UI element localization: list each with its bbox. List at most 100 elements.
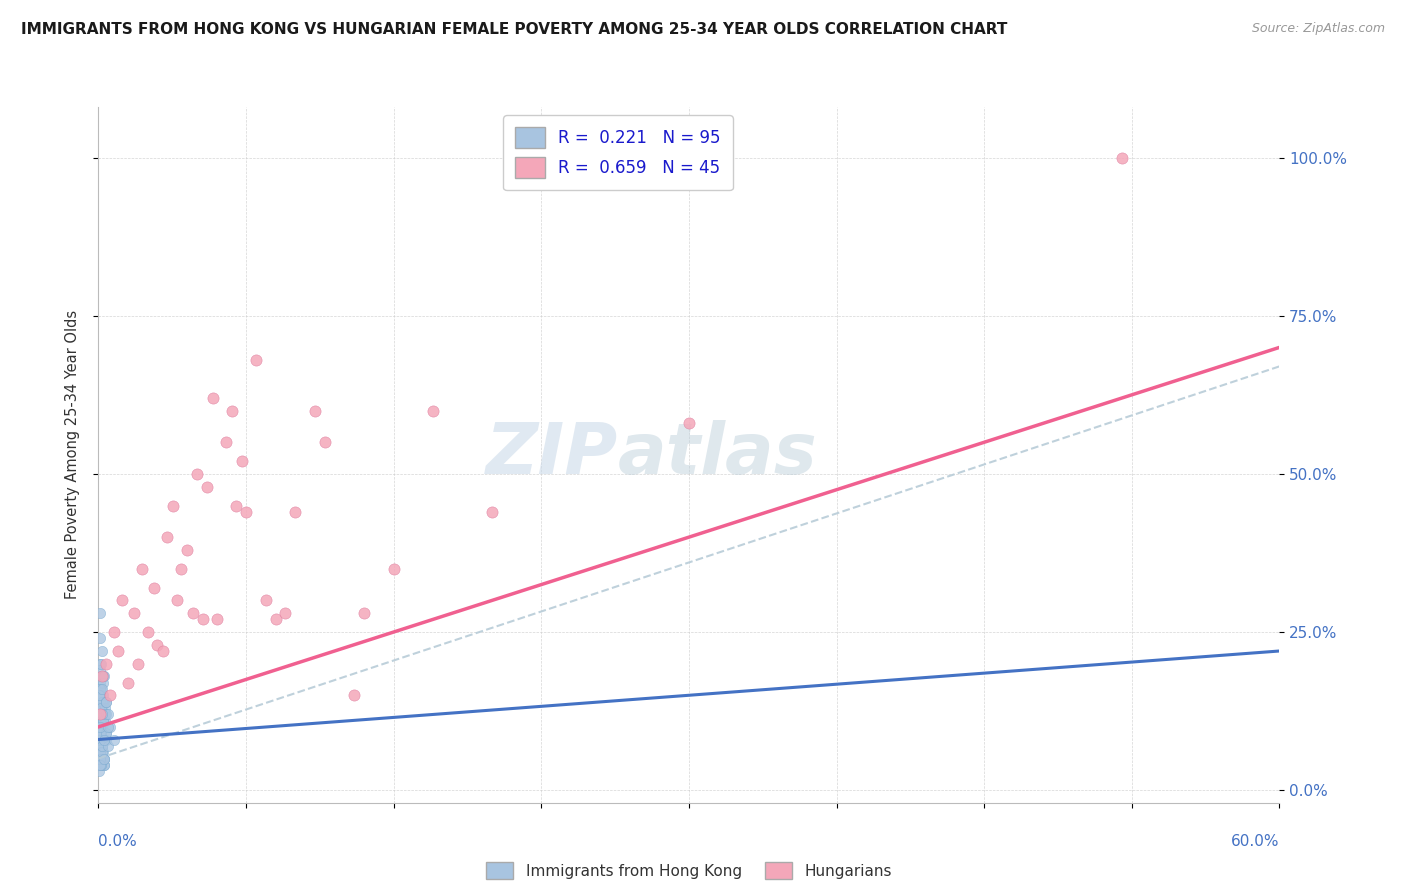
Point: [91, 675, 114, 690]
Point: [245, 353, 267, 368]
Point: [422, 403, 444, 417]
Point: [89, 720, 111, 734]
Point: [89, 732, 111, 747]
Point: [90, 757, 112, 772]
Point: [117, 675, 139, 690]
Point: [98, 688, 121, 702]
Point: [131, 562, 153, 576]
Point: [264, 612, 287, 626]
Point: [90, 695, 112, 709]
Point: [89, 732, 111, 747]
Point: [89, 688, 111, 702]
Point: [142, 581, 165, 595]
Point: [90, 701, 112, 715]
Point: [152, 644, 174, 658]
Point: [90, 757, 112, 772]
Point: [166, 593, 188, 607]
Point: [98, 720, 121, 734]
Point: [122, 606, 145, 620]
Point: [91, 688, 114, 702]
Point: [94, 707, 117, 722]
Point: [93, 688, 115, 702]
Point: [314, 435, 336, 450]
Point: [89, 757, 111, 772]
Point: [89, 606, 111, 620]
Point: [93, 714, 115, 728]
Point: [89, 688, 111, 702]
Point: [127, 657, 149, 671]
Point: [91, 739, 114, 753]
Point: [225, 499, 247, 513]
Point: [91, 695, 114, 709]
Point: [89, 745, 111, 759]
Point: [89, 675, 111, 690]
Point: [195, 479, 218, 493]
Text: Source: ZipAtlas.com: Source: ZipAtlas.com: [1251, 22, 1385, 36]
Point: [156, 530, 179, 544]
Point: [136, 625, 159, 640]
Point: [90, 681, 112, 696]
Point: [91, 739, 114, 753]
Point: [91, 732, 114, 747]
Point: [90, 701, 112, 715]
Point: [221, 403, 243, 417]
Point: [103, 732, 125, 747]
Point: [97, 739, 120, 753]
Point: [107, 644, 129, 658]
Point: [205, 612, 228, 626]
Point: [89, 688, 111, 702]
Point: [170, 562, 193, 576]
Point: [93, 751, 115, 765]
Point: [90, 726, 112, 740]
Point: [90, 707, 112, 722]
Point: [304, 403, 326, 417]
Point: [90, 720, 112, 734]
Point: [91, 707, 114, 722]
Text: atlas: atlas: [619, 420, 818, 490]
Point: [91, 720, 114, 734]
Point: [89, 714, 111, 728]
Point: [91, 669, 114, 683]
Point: [186, 467, 208, 481]
Point: [91, 701, 114, 715]
Point: [94, 726, 117, 740]
Point: [90, 707, 112, 722]
Point: [94, 701, 117, 715]
Point: [96, 695, 118, 709]
Point: [93, 757, 115, 772]
Point: [146, 638, 169, 652]
Point: [89, 681, 111, 696]
Point: [89, 707, 111, 722]
Point: [96, 732, 118, 747]
Point: [89, 632, 111, 646]
Point: [1111, 151, 1133, 165]
Point: [481, 505, 503, 519]
Point: [94, 714, 117, 728]
Point: [89, 751, 111, 765]
Point: [90, 720, 112, 734]
Point: [231, 454, 253, 468]
Point: [90, 644, 112, 658]
Point: [96, 695, 118, 709]
Point: [215, 435, 238, 450]
Point: [89, 688, 111, 702]
Text: 60.0%: 60.0%: [1232, 834, 1279, 849]
Point: [89, 732, 111, 747]
Text: ZIP: ZIP: [486, 420, 619, 490]
Point: [284, 505, 307, 519]
Point: [89, 663, 111, 677]
Point: [89, 726, 111, 740]
Point: [93, 745, 115, 759]
Point: [254, 593, 277, 607]
Point: [89, 657, 111, 671]
Point: [93, 751, 115, 765]
Point: [89, 739, 111, 753]
Point: [89, 701, 111, 715]
Point: [91, 745, 114, 759]
Point: [89, 726, 111, 740]
Point: [96, 657, 118, 671]
Point: [93, 732, 115, 747]
Point: [89, 720, 111, 734]
Point: [678, 417, 700, 431]
Point: [91, 739, 114, 753]
